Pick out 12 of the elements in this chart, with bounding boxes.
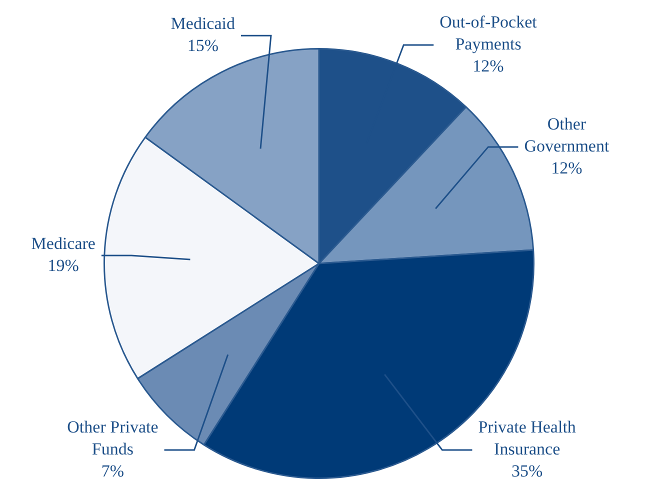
data-label: 12% [472,56,504,76]
data-label: 15% [187,36,218,56]
slice-label: Private Health Insurance [478,417,576,458]
slice-label: Other Private Funds [67,417,158,458]
slice-label: Medicaid [170,14,236,34]
slice-label: Other Government [524,114,610,156]
slice-label: Out-of-Pocket Payments [440,12,538,54]
slice-label: Medicare [31,234,96,253]
data-label: 12% [551,158,582,178]
data-label: 35% [511,461,543,480]
data-label: 7% [101,461,124,480]
data-label: 19% [48,256,79,275]
